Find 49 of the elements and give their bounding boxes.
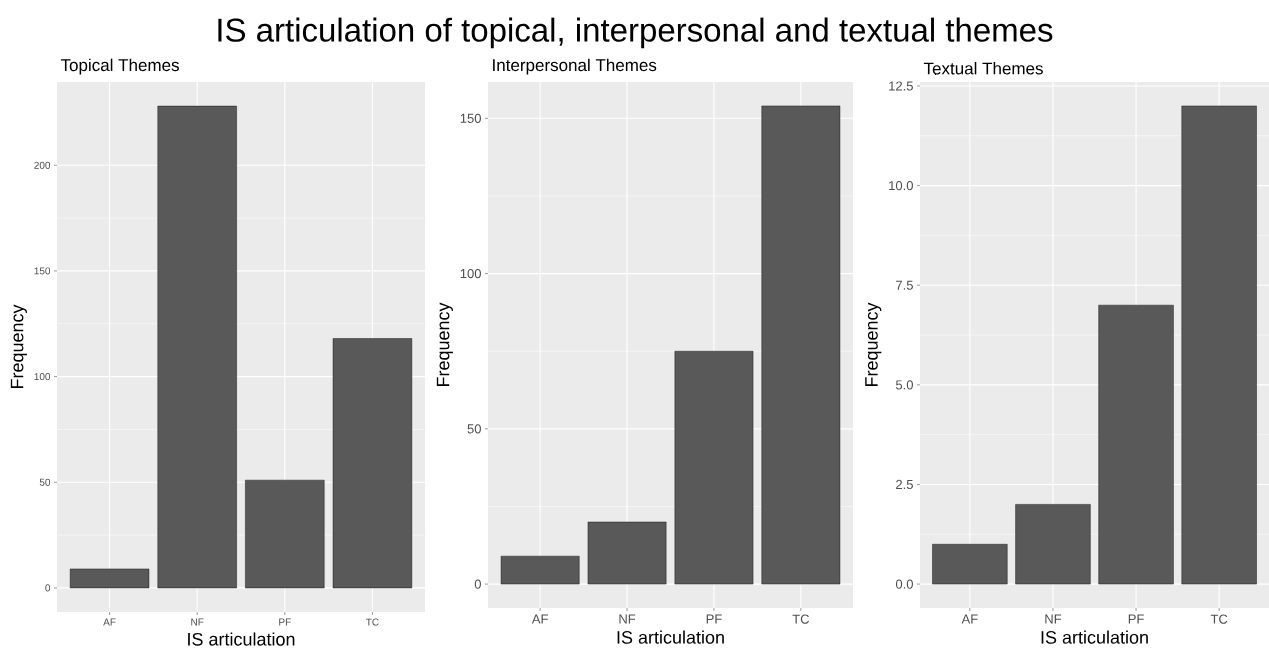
bar	[932, 544, 1008, 585]
x-tick-label: PF	[706, 614, 722, 624]
x-tick-label: PF	[279, 618, 291, 626]
x-tick-label: AF	[531, 614, 548, 624]
x-tick-label: TC	[792, 614, 810, 624]
y-axis-title: Frequency	[865, 302, 882, 387]
bar	[332, 338, 413, 589]
y-tick-label: 200	[34, 161, 51, 169]
x-tick-label: TC	[1210, 614, 1228, 624]
x-tick-label: NF	[619, 614, 636, 624]
y-tick-label: 10.0	[889, 181, 913, 191]
bar	[1181, 105, 1257, 585]
bar	[245, 479, 325, 589]
x-tick-label: PF	[1128, 614, 1144, 624]
bar	[1015, 504, 1091, 585]
x-axis-title: IS articulation	[617, 630, 724, 644]
bar	[500, 555, 580, 585]
y-tick-label: 0.0	[895, 579, 913, 589]
y-tick-label: 2.5	[896, 479, 913, 490]
x-axis-title: IS articulation	[188, 632, 295, 646]
bar	[587, 521, 667, 585]
y-tick-label: 100	[34, 373, 51, 381]
x-tick-label: AF	[103, 618, 116, 626]
chart-subtitle: Textual Themes	[923, 62, 1043, 75]
x-tick-label: AF	[961, 614, 978, 624]
x-axis-title: IS articulation	[1041, 630, 1148, 644]
y-tick-label: 100	[460, 268, 481, 279]
x-tick-label: TC	[365, 618, 379, 626]
y-tick-label: 5.0	[895, 380, 913, 390]
chart-subtitle: Interpersonal Themes	[493, 58, 657, 75]
bar	[1098, 304, 1174, 585]
y-axis-title: Frequency	[10, 304, 27, 389]
x-tick-label: NF	[1045, 614, 1062, 624]
y-tick-label: 150	[34, 267, 51, 275]
chart-subtitle: Topical Themes	[60, 58, 179, 75]
y-tick-label: 7.5	[896, 280, 913, 290]
y-tick-label: 150	[460, 113, 481, 123]
y-tick-label: 50	[39, 478, 51, 486]
y-tick-label: 12.5	[889, 81, 913, 91]
bar	[674, 351, 754, 585]
y-tick-label: 0	[474, 579, 481, 589]
y-tick-label: 50	[467, 424, 481, 434]
x-tick-label: NF	[191, 618, 204, 626]
bar	[761, 105, 841, 585]
text: IS articulation of topical, interpersonal and textual themes	[218, 17, 1053, 49]
y-axis-title: Frequency	[436, 302, 453, 387]
bar	[157, 105, 237, 589]
y-tick-label: 0	[45, 584, 51, 592]
bar	[69, 568, 150, 589]
